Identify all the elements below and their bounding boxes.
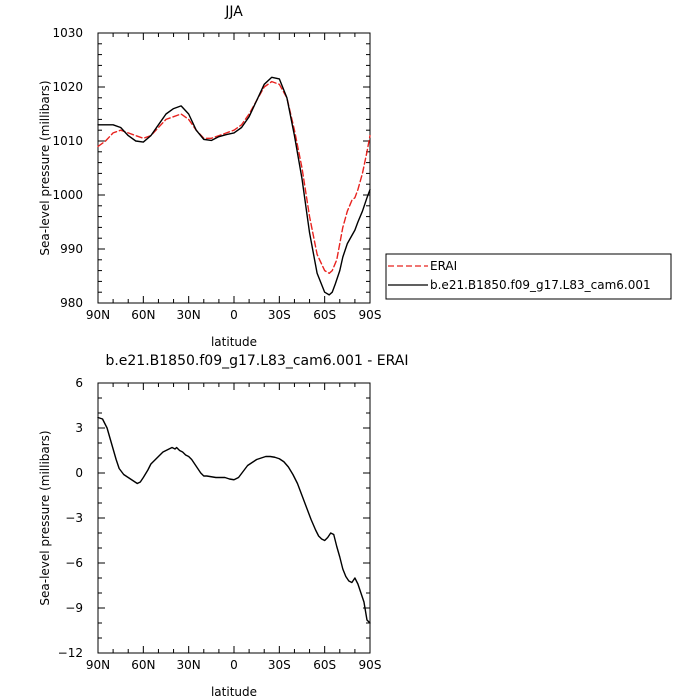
legend-box [385, 253, 672, 300]
x-tick-label: 30S [268, 308, 291, 322]
x-tick-label: 30S [268, 658, 291, 672]
y-tick-label: −9 [65, 601, 83, 615]
top-ticks: 90N 60N 30N 0 30S 60S 90S 980 990 1000 1010 1020 103… [52, 26, 381, 322]
top-panel: JJA 90N 60N 30N 0 30S 60S 90S 980 990 1000 1010 102… [38, 4, 381, 349]
bottom-panel: b.e21.B1850.f09_g17.L83_cam6.001 - ERAI … [38, 353, 409, 699]
y-tick-label: 1030 [52, 26, 83, 40]
y-tick-label: 0 [75, 466, 83, 480]
legend-erai-label: ERAI [430, 259, 457, 273]
x-tick-label: 90S [359, 308, 382, 322]
top-x-axis-label: latitude [211, 335, 257, 349]
y-tick-label: 6 [75, 376, 83, 390]
x-tick-label: 90N [86, 308, 110, 322]
y-tick-label: −6 [65, 556, 83, 570]
x-tick-label: 30N [177, 658, 201, 672]
x-tick-label: 0 [230, 658, 238, 672]
x-tick-label: 90N [86, 658, 110, 672]
difference-series-line [97, 416, 371, 624]
y-tick-label: 980 [60, 296, 83, 310]
erai-series-line [97, 80, 371, 274]
x-tick-label: 60S [313, 308, 336, 322]
x-tick-label: 60S [313, 658, 336, 672]
x-tick-label: 90S [359, 658, 382, 672]
y-tick-label: 3 [75, 421, 83, 435]
legend: ERAI b.e21.B1850.f09_g17.L83_cam6.001 [385, 253, 672, 300]
bottom-y-axis-label: Sea-level pressure (millibars) [38, 430, 52, 605]
bottom-chart-title: b.e21.B1850.f09_g17.L83_cam6.001 - ERAI [105, 353, 408, 369]
bottom-ticks: 90N 60N 30N 0 30S 60S 90S −12 −9 −6 −3 0 3 6 [58, 376, 382, 672]
top-y-axis-label: Sea-level pressure (millibars) [38, 80, 52, 255]
y-tick-label: 1000 [52, 188, 83, 202]
top-plot-frame [97, 32, 371, 304]
top-chart-title: JJA [224, 4, 243, 20]
legend-model-label: b.e21.B1850.f09_g17.L83_cam6.001 [430, 278, 651, 292]
bottom-x-axis-label: latitude [211, 685, 257, 699]
top-series [97, 76, 371, 296]
x-tick-label: 60N [131, 658, 155, 672]
y-tick-label: −3 [65, 511, 83, 525]
y-tick-label: −12 [58, 646, 83, 660]
bottom-series [97, 416, 371, 624]
y-tick-label: 1020 [52, 80, 83, 94]
bottom-plot-frame [97, 382, 371, 654]
y-tick-label: 1010 [52, 134, 83, 148]
x-tick-label: 30N [177, 308, 201, 322]
x-tick-label: 60N [131, 308, 155, 322]
y-tick-label: 990 [60, 242, 83, 256]
x-tick-label: 0 [230, 308, 238, 322]
b-e21-b1850-f09-g17-l83-cam6-001-series-line [97, 76, 371, 296]
